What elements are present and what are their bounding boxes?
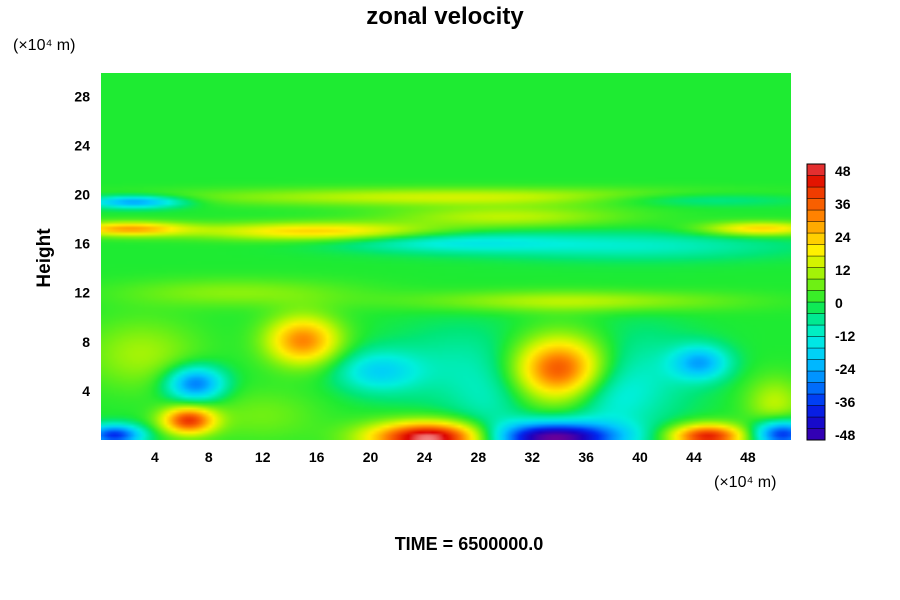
- colorbar-swatch: [806, 359, 826, 372]
- y-tick-label: 8: [82, 334, 90, 350]
- colorbar-tick-label: -48: [835, 427, 855, 443]
- y-tick-label: 12: [74, 285, 90, 301]
- heatmap-plot: [101, 73, 791, 440]
- colorbar-swatch: [806, 232, 826, 245]
- colorbar-tick-label: 24: [835, 229, 851, 245]
- colorbar-swatch: [806, 198, 826, 211]
- x-tick-label: 28: [471, 449, 487, 465]
- x-tick-labels: 4 8 12 16 20 24 28 32 36 40 44 48: [151, 449, 756, 465]
- y-tick-label: 16: [74, 236, 90, 252]
- x-tick-label: 48: [740, 449, 756, 465]
- colorbar-swatch: [806, 175, 826, 188]
- colorbar-tick-labels: 48 36 24 12 0 -12 -24 -36 -48: [835, 163, 855, 443]
- y-tick-label: 24: [74, 137, 90, 153]
- colorbar-tick-label: 36: [835, 196, 851, 212]
- x-tick-label: 12: [255, 449, 271, 465]
- colorbar: 48 36 24 12 0 -12 -24 -36 -48: [806, 163, 855, 443]
- colorbar-swatch: [806, 221, 826, 234]
- colorbar-tick-label: -36: [835, 394, 855, 410]
- colorbar-swatch: [806, 370, 826, 383]
- colorbar-tick-label: 12: [835, 262, 851, 278]
- colorbar-swatch: [806, 301, 826, 314]
- x-tick-label: 8: [205, 449, 213, 465]
- colorbar-swatch: [806, 163, 826, 176]
- heatmap-field: [101, 73, 791, 440]
- colorbar-swatch: [806, 244, 826, 257]
- x-tick-label: 36: [578, 449, 594, 465]
- colorbar-swatch: [806, 347, 826, 360]
- colorbar-swatch: [806, 255, 826, 268]
- y-unit-label: (×10⁴ m): [13, 37, 75, 54]
- colorbar-tick-label: 48: [835, 163, 851, 179]
- y-tick-label: 28: [74, 88, 90, 104]
- y-tick-labels: 4 8 12 16 20 24 28: [74, 88, 90, 399]
- colorbar-swatch: [806, 382, 826, 395]
- time-label: TIME = 6500000.0: [395, 534, 544, 554]
- colorbar-swatch: [806, 428, 826, 441]
- x-tick-label: 4: [151, 449, 159, 465]
- colorbar-swatch: [806, 278, 826, 291]
- y-tick-label: 4: [82, 383, 90, 399]
- colorbar-swatch: [806, 209, 826, 222]
- colorbar-tick-label: -12: [835, 328, 855, 344]
- x-tick-label: 24: [417, 449, 433, 465]
- colorbar-swatch: [806, 336, 826, 349]
- colorbar-swatch: [806, 393, 826, 406]
- x-tick-label: 16: [309, 449, 325, 465]
- colorbar-swatch: [806, 290, 826, 303]
- colorbar-tick-label: 0: [835, 295, 843, 311]
- colorbar-swatch: [806, 405, 826, 418]
- colorbar-frame: [806, 163, 826, 441]
- colorbar-swatch: [806, 416, 826, 429]
- x-tick-label: 40: [632, 449, 648, 465]
- x-tick-label: 20: [363, 449, 379, 465]
- colorbar-tick-label: -24: [835, 361, 855, 377]
- x-tick-label: 32: [524, 449, 540, 465]
- x-tick-label: 44: [686, 449, 702, 465]
- y-tick-label: 20: [74, 187, 90, 203]
- colorbar-swatch: [806, 186, 826, 199]
- y-axis-label: Height: [34, 228, 55, 288]
- colorbar-swatches: [806, 163, 826, 441]
- colorbar-swatch: [806, 324, 826, 337]
- colorbar-swatch: [806, 267, 826, 280]
- x-unit-label: (×10⁴ m): [714, 474, 776, 491]
- colorbar-swatch: [806, 313, 826, 326]
- chart-title: zonal velocity: [366, 3, 524, 30]
